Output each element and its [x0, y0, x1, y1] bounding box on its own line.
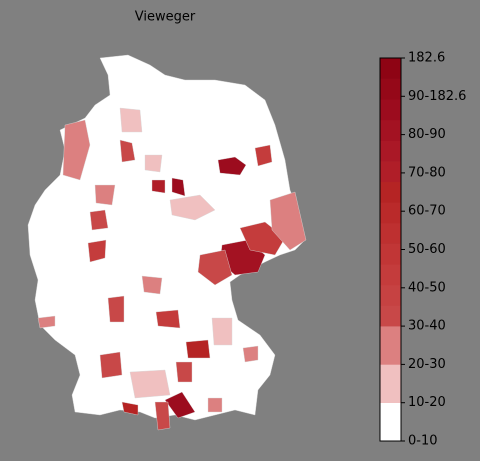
colorbar-band	[380, 364, 401, 403]
colorbar-band	[380, 402, 401, 442]
region	[129, 369, 171, 399]
region	[141, 275, 163, 295]
region	[87, 239, 107, 263]
region	[99, 351, 123, 379]
colorbar: 0-10 10-20 20-30 30-40 40-50 50-60 60-70 70-80 8…	[379, 51, 466, 449]
region	[62, 119, 91, 181]
region	[269, 191, 307, 251]
colorbar-band	[380, 222, 401, 244]
region	[37, 315, 56, 329]
colorbar-label: 182.6	[408, 51, 445, 66]
colorbar-band	[380, 305, 401, 327]
region	[94, 184, 116, 206]
region	[207, 397, 223, 413]
region	[89, 209, 109, 231]
colorbar-band	[380, 284, 401, 306]
colorbar-band	[380, 119, 401, 141]
region	[169, 194, 216, 221]
map-title: Vieweger	[135, 10, 196, 25]
colorbar-label: 50-60	[408, 242, 446, 257]
germany-map	[27, 54, 307, 431]
colorbar-label: 20-30	[408, 357, 446, 372]
colorbar-band	[380, 140, 401, 162]
region	[242, 345, 259, 363]
colorbar-band	[380, 58, 401, 79]
region	[151, 179, 166, 194]
region	[154, 401, 171, 431]
region	[155, 309, 181, 329]
colorbar-band	[380, 99, 401, 121]
region	[197, 249, 233, 286]
region	[119, 107, 143, 133]
region	[185, 339, 211, 359]
country-outline	[27, 54, 306, 421]
colorbar-label: 40-50	[408, 280, 446, 295]
region	[119, 139, 136, 163]
colorbar-label: 80-90	[408, 127, 446, 142]
colorbar-label: 90-182.6	[408, 89, 466, 104]
colorbar-band	[380, 243, 401, 265]
region	[107, 295, 125, 323]
colorbar-band	[380, 202, 401, 224]
colorbar-band	[380, 264, 401, 286]
colorbar-label: 70-80	[408, 165, 446, 180]
colorbar-band	[380, 161, 401, 183]
region	[254, 144, 273, 167]
colorbar-band	[380, 181, 401, 203]
colorbar-label: 0-10	[408, 434, 438, 449]
colorbar-label: 60-70	[408, 204, 446, 219]
region	[217, 156, 247, 176]
region	[211, 317, 233, 346]
region	[171, 177, 186, 197]
region	[121, 401, 139, 416]
colorbar-label: 10-20	[408, 395, 446, 410]
colorbar-band	[380, 78, 401, 100]
colorbar-label: 30-40	[408, 319, 446, 334]
region	[175, 361, 193, 383]
colorbar-band	[380, 326, 401, 365]
region	[144, 154, 163, 173]
region	[164, 391, 196, 419]
